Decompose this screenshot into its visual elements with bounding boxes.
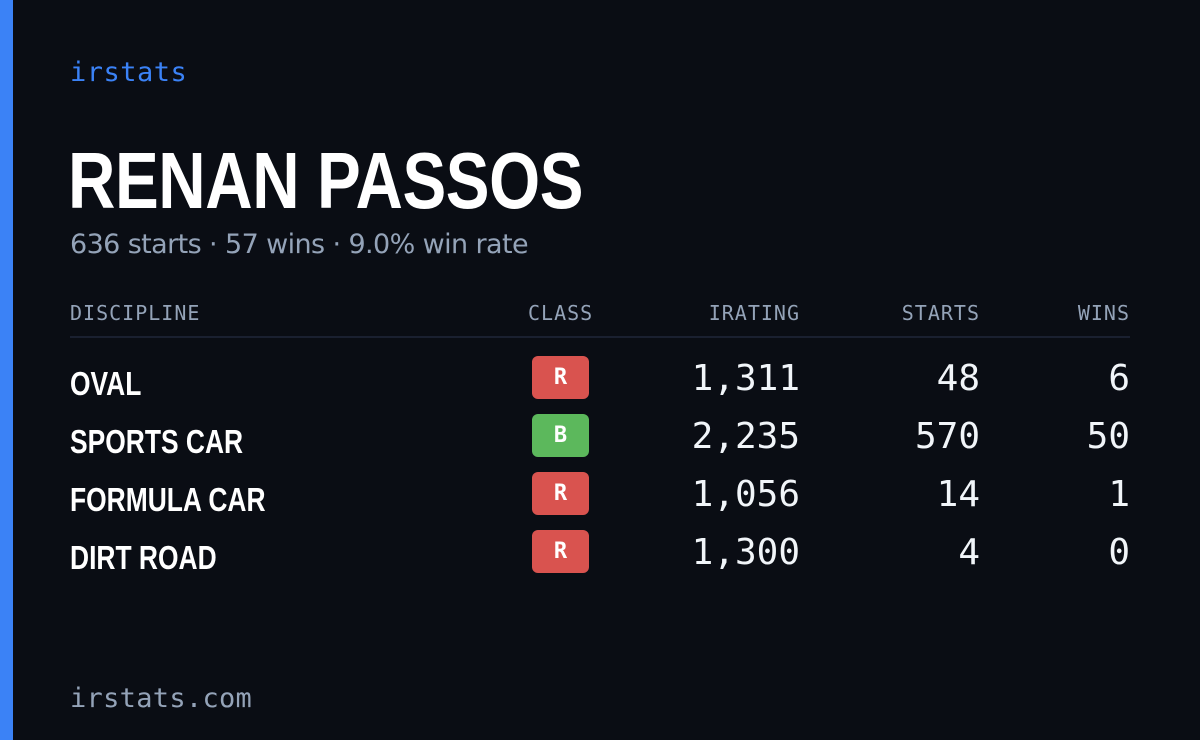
- discipline-name: FORMULA CAR: [70, 481, 266, 518]
- header-wins: WINS: [1077, 301, 1130, 325]
- table-row: FORMULA CAR R 1,056 14 1: [70, 472, 1130, 530]
- irating-value: 1,300: [691, 532, 800, 573]
- header-irating: IRATING: [708, 301, 800, 325]
- class-badge: R: [532, 356, 589, 399]
- discipline-name: SPORTS CAR: [70, 423, 244, 460]
- header-class: CLASS: [528, 301, 594, 325]
- table-row: DIRT ROAD R 1,300 4 0: [70, 530, 1130, 588]
- header-discipline: DISCIPLINE: [70, 301, 201, 325]
- starts-value: 48: [936, 358, 980, 399]
- driver-summary: 636 starts · 57 wins · 9.0% win rate: [70, 229, 529, 260]
- starts-value: 14: [936, 474, 980, 515]
- wins-value: 1: [1108, 474, 1130, 515]
- starts-value: 570: [914, 416, 980, 457]
- table-header: DISCIPLINE CLASS IRATING STARTS WINS: [70, 296, 1130, 338]
- brand-logo: irstats: [70, 57, 188, 88]
- wins-value: 50: [1086, 416, 1130, 457]
- table-row: OVAL R 1,311 48 6: [70, 356, 1130, 414]
- irating-value: 1,056: [691, 474, 800, 515]
- accent-bar: [0, 0, 13, 740]
- class-badge: B: [532, 414, 589, 457]
- irating-value: 1,311: [691, 358, 800, 399]
- wins-value: 0: [1108, 532, 1130, 573]
- irating-value: 2,235: [691, 416, 800, 457]
- table-row: SPORTS CAR B 2,235 570 50: [70, 414, 1130, 472]
- discipline-name: OVAL: [70, 365, 142, 402]
- class-badge: R: [532, 472, 589, 515]
- driver-name: RENAN PASSOS: [68, 136, 584, 225]
- discipline-name: DIRT ROAD: [70, 539, 217, 576]
- starts-value: 4: [958, 532, 980, 573]
- stats-table: DISCIPLINE CLASS IRATING STARTS WINS OVA…: [70, 296, 1130, 588]
- wins-value: 6: [1108, 358, 1130, 399]
- footer-url: irstats.com: [70, 683, 253, 714]
- class-badge: R: [532, 530, 589, 573]
- header-starts: STARTS: [901, 301, 980, 325]
